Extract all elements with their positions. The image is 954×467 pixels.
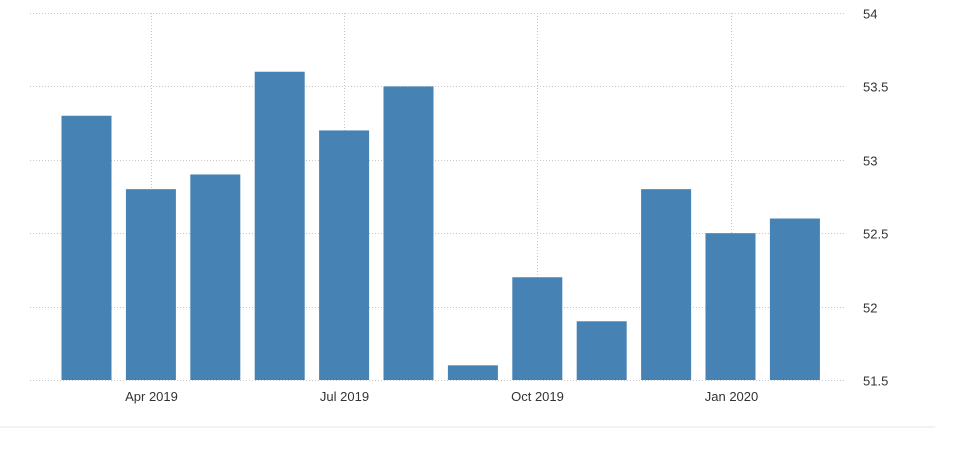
- bar[interactable]: [512, 277, 563, 380]
- y-tick-label: 52.5: [863, 227, 888, 242]
- bars: [61, 71, 820, 381]
- bar[interactable]: [705, 233, 756, 380]
- y-tick-label: 54: [863, 7, 877, 22]
- x-tick-label: Oct 2019: [511, 389, 564, 404]
- y-tick-label: 53.5: [863, 80, 888, 95]
- bar[interactable]: [576, 321, 627, 380]
- bar[interactable]: [125, 189, 176, 380]
- bar[interactable]: [383, 86, 434, 381]
- bar[interactable]: [641, 189, 692, 380]
- y-tick-label: 53: [863, 154, 877, 169]
- y-tick-label: 51.5: [863, 374, 888, 389]
- x-tick-label: Jul 2019: [320, 389, 369, 404]
- x-tick-label: Apr 2019: [125, 389, 178, 404]
- bar[interactable]: [769, 218, 820, 380]
- bar[interactable]: [254, 71, 305, 380]
- y-tick-label: 52: [863, 301, 877, 316]
- bar[interactable]: [447, 365, 498, 380]
- x-axis-labels: Apr 2019 Jul 2019 Oct 2019 Jan 2020: [125, 389, 758, 404]
- bar[interactable]: [190, 174, 241, 380]
- x-tick-label: Jan 2020: [705, 389, 759, 404]
- y-axis-labels: 51.5 52 52.5 53 53.5 54: [863, 7, 888, 389]
- bar[interactable]: [61, 115, 112, 380]
- bar[interactable]: [319, 130, 370, 380]
